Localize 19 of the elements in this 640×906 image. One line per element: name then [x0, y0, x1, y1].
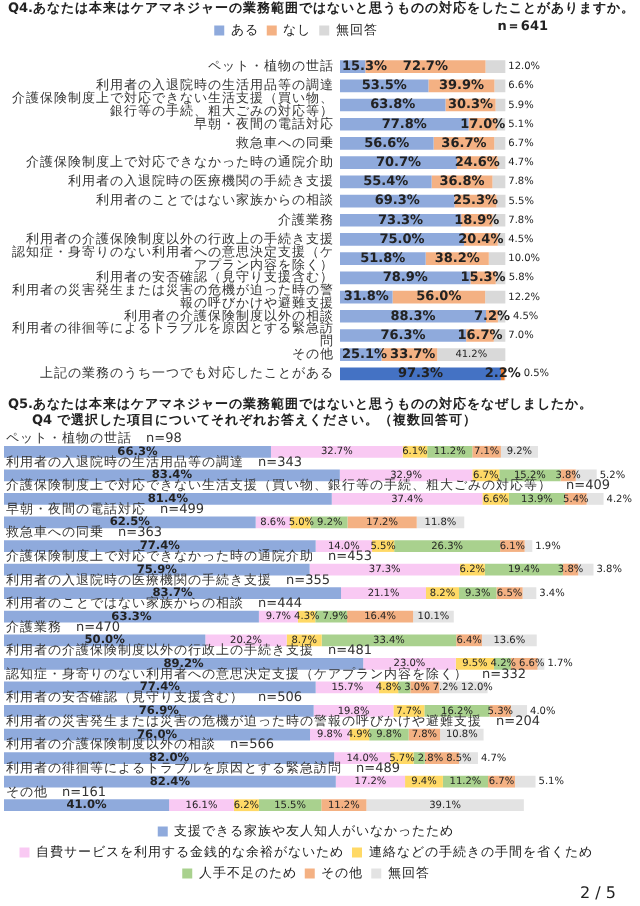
- bar: [4, 587, 342, 600]
- bar: [366, 799, 524, 812]
- bar: [331, 493, 483, 505]
- bar: [4, 775, 336, 788]
- bar: [485, 290, 506, 304]
- bar: [492, 175, 506, 189]
- bar: [494, 79, 506, 93]
- bar: [514, 775, 536, 788]
- bar: [321, 634, 457, 647]
- bar: [524, 540, 533, 552]
- bar: [586, 493, 604, 505]
- bar: [522, 587, 537, 600]
- text: 2 / 5: [580, 884, 616, 904]
- bar: [488, 252, 506, 265]
- bar: [494, 137, 506, 150]
- bar: [270, 445, 403, 458]
- bar: [4, 493, 332, 505]
- bar: [4, 799, 170, 812]
- bar: [485, 60, 506, 73]
